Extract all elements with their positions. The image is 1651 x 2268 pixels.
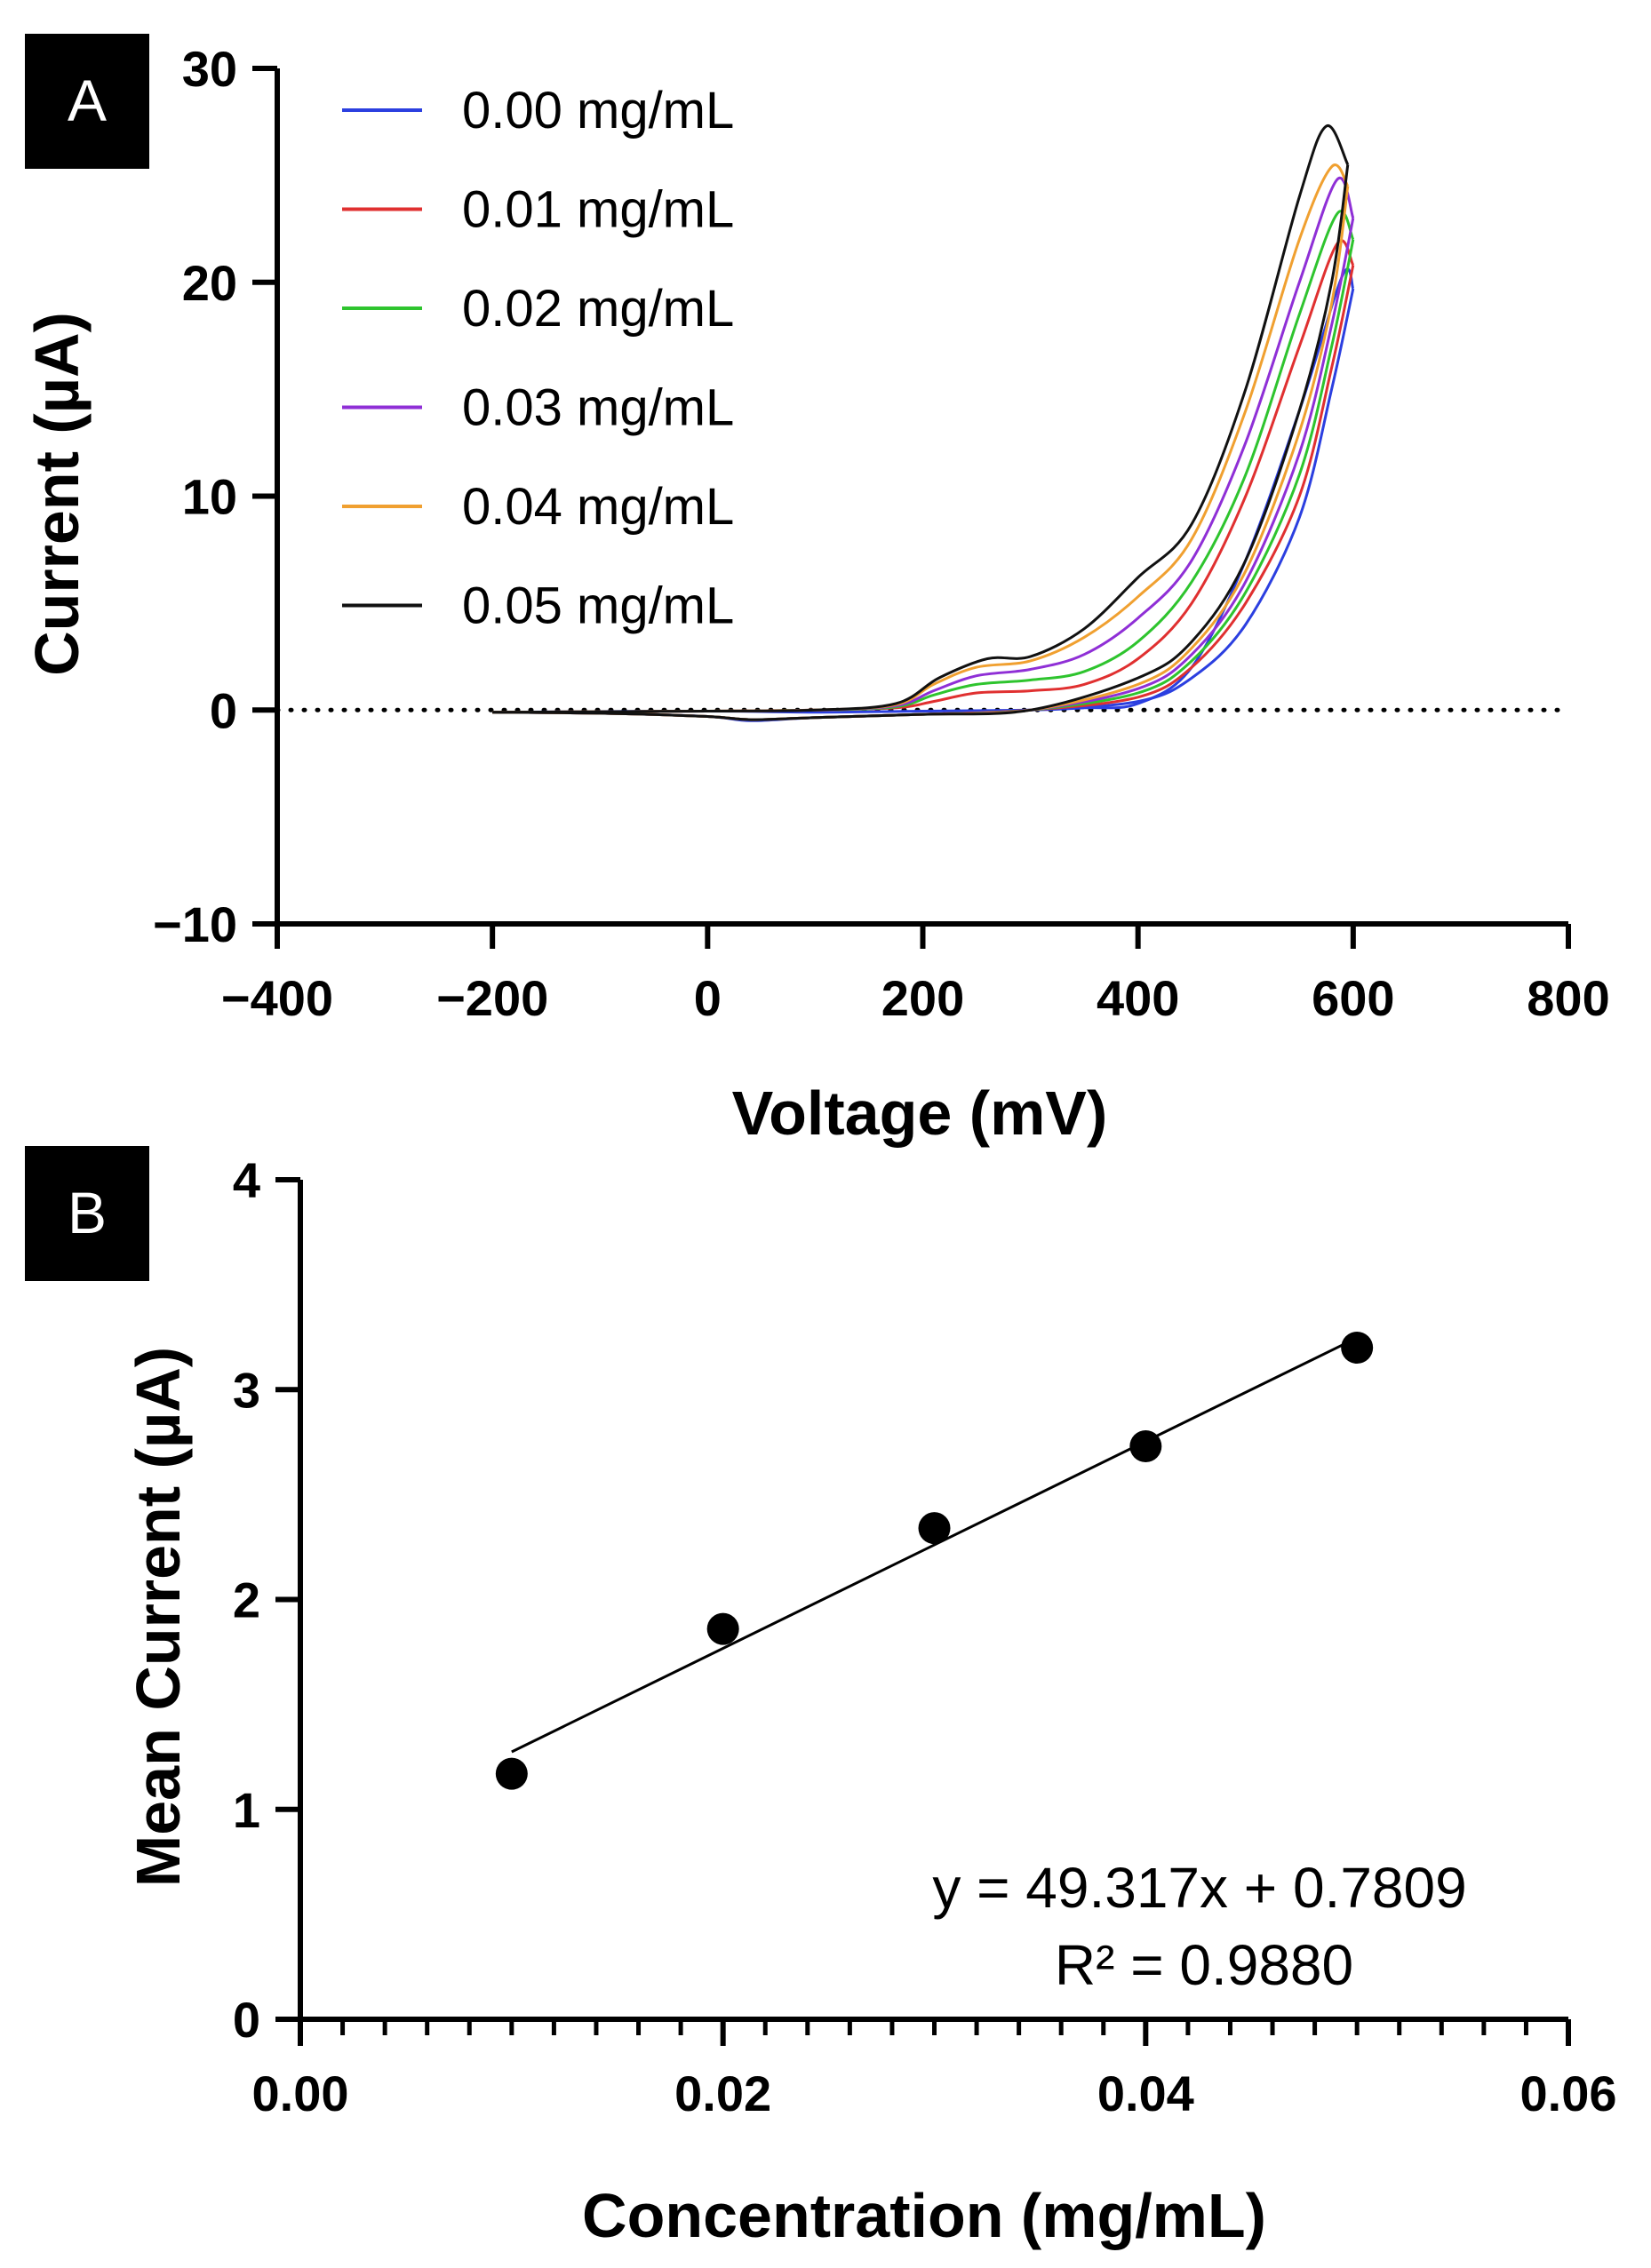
data-point [1129,1430,1162,1463]
x-tick-label: 200 [881,970,964,1026]
x-tick-label: 0.06 [1520,2065,1617,2121]
legend-label: 0.04 mg/mL [462,478,734,536]
y-tick-label: 1 [233,1782,260,1838]
x-tick-label: 400 [1097,970,1179,1026]
y-tick-label: 20 [182,255,237,311]
series-line-reverse [492,164,1350,721]
legend-label: 0.01 mg/mL [462,181,734,239]
y-tick-label: 2 [233,1572,260,1628]
y-tick-label: 30 [182,41,237,97]
y-tick-label: 0 [210,682,237,738]
panel-b-chart: B 0.00 0.02 0.04 0.06 0 1 2 3 4 y = 49.317x + 0.… [25,1146,1617,2250]
r-squared-label: R² = 0.9880 [1055,1933,1353,1997]
fit-equation: y = 49.317x + 0.7809 [932,1856,1466,1920]
x-tick-label: 600 [1312,970,1394,1026]
fit-line [511,1336,1358,1754]
x-tick-label: 0.00 [252,2065,349,2121]
x-axis-label: Concentration (mg/mL) [582,2181,1266,2250]
x-tick-label: −400 [221,970,333,1026]
data-point [918,1512,951,1545]
series-line [492,124,1350,714]
x-tick-label: 0 [694,970,722,1026]
legend-label: 0.02 mg/mL [462,280,734,338]
x-tick-label: −200 [436,970,548,1026]
panel-a-label-box [25,34,149,169]
y-tick-label: 3 [233,1362,260,1418]
y-tick-label: 4 [233,1152,260,1208]
panel-b-label: B [68,1180,107,1245]
panel-a-label: A [68,68,107,133]
legend-label: 0.03 mg/mL [462,379,734,437]
y-tick-label: −10 [153,896,237,952]
y-tick-label: 0 [233,1992,260,2048]
x-tick-label: 0.02 [674,2065,771,2121]
legend-label: 0.05 mg/mL [462,577,734,635]
x-tick-label: 0.04 [1097,2065,1194,2121]
panel-a-chart: A −400 −200 0 200 400 600 800 −10 0 10 20 30 0.00 m… [22,34,1610,1148]
data-point [706,1612,739,1645]
y-tick-label: 10 [182,469,237,525]
panel-b-label-box [25,1146,149,1281]
legend: 0.00 mg/mL 0.01 mg/mL 0.02 mg/mL 0.03 mg/mL… [342,82,734,635]
y-axis-label: Mean Current (µA) [124,1347,193,1887]
data-point [495,1757,528,1790]
y-axis-label: Current (µA) [22,312,92,676]
legend-label: 0.00 mg/mL [462,82,734,139]
x-axis-label: Voltage (mV) [732,1078,1108,1148]
x-tick-label: 800 [1527,970,1609,1026]
data-point [1341,1332,1374,1364]
